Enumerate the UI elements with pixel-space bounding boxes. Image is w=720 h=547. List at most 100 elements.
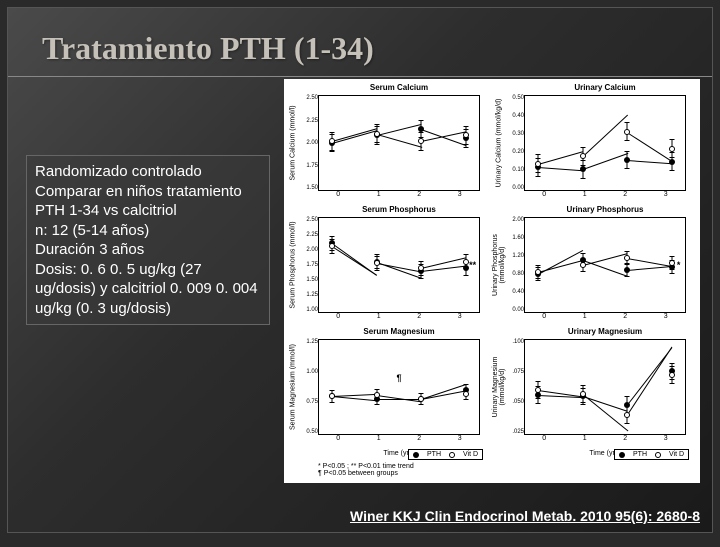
series-line — [627, 132, 672, 162]
x-axis-ticks: 0123 — [524, 313, 686, 325]
content-row: Randomizado controlado Comparar en niños… — [8, 77, 712, 532]
panel-title: Urinary Phosphorus — [520, 205, 690, 214]
data-point — [329, 138, 335, 144]
data-point — [580, 153, 586, 159]
y-axis-label: Urinary Phosphorus (mmol/kg/d) — [492, 220, 506, 310]
slide-title: Tratamiento PTH (1-34) — [42, 30, 712, 67]
data-point — [329, 393, 335, 399]
series-line — [538, 167, 583, 171]
data-point — [374, 131, 380, 137]
x-axis-ticks: 0123 — [318, 435, 480, 447]
plot-area: ¶ — [318, 339, 480, 435]
chart-panel: Urinary Calcium Urinary Calcium (mmol/kg/… — [494, 83, 696, 203]
y-axis-ticks: 1.251.000.750.50 — [304, 339, 318, 435]
panel-title: Urinary Magnesium — [520, 327, 690, 336]
y-axis-ticks: 2.502.252.001.751.50 — [304, 95, 318, 191]
data-point — [624, 129, 630, 135]
data-point — [580, 391, 586, 397]
legend-label: Vit D — [669, 451, 684, 458]
legend-marker-closed — [619, 452, 625, 458]
description-box: Randomizado controlado Comparar en niños… — [26, 155, 270, 325]
y-axis-ticks: 2.001.601.200.800.400.00 — [510, 217, 524, 313]
plot-area: ** — [318, 217, 480, 313]
series-line — [582, 253, 627, 266]
series-line — [582, 115, 627, 157]
panel-title: Urinary Calcium — [520, 83, 690, 92]
slide: Tratamiento PTH (1-34) Randomizado contr… — [7, 7, 713, 533]
plot-area — [524, 339, 686, 435]
title-bar: Tratamiento PTH (1-34) — [8, 8, 712, 77]
legend-label: PTH — [427, 451, 441, 458]
series-line — [627, 347, 673, 416]
data-point — [669, 146, 675, 152]
chart-panel: Urinary Magnesium Urinary Magnesium (mmol… — [494, 327, 696, 447]
series-line — [627, 160, 672, 164]
data-point — [624, 157, 630, 163]
charts-footer: PTH Vit D PTH Vit D * P<0.05 ; ** P<0.01 tim… — [288, 449, 696, 479]
series-line — [376, 124, 421, 136]
data-point — [463, 132, 469, 138]
plot-area — [318, 95, 480, 191]
data-point — [624, 267, 630, 273]
data-point — [535, 269, 541, 275]
x-axis-ticks: 0123 — [318, 191, 480, 203]
y-axis-ticks: 2.502.252.001.751.501.251.00 — [304, 217, 318, 313]
series-line — [538, 250, 583, 275]
y-axis-label: Urinary Calcium (mmol/kg/d) — [496, 98, 503, 188]
panel-title: Serum Phosphorus — [314, 205, 484, 214]
chart-panel: Serum Magnesium Serum Magnesium (mmol/l) 1… — [288, 327, 490, 447]
y-axis-label: Serum Magnesium (mmol/l) — [290, 342, 297, 432]
y-axis-label: Serum Calcium (mmol/l) — [290, 98, 297, 188]
y-axis-ticks: 0.500.400.300.200.100.00 — [510, 95, 524, 191]
series-line — [376, 134, 421, 148]
series-line — [421, 129, 466, 146]
series-line — [332, 128, 377, 142]
series-line — [627, 258, 672, 267]
footnote-text: * P<0.05 ; ** P<0.01 time trend¶ P<0.05 … — [318, 463, 414, 477]
data-point — [463, 391, 469, 397]
x-axis-ticks: 0123 — [524, 191, 686, 203]
chart-panel: Urinary Phosphorus Urinary Phosphorus (mm… — [494, 205, 696, 325]
series-line — [332, 396, 377, 401]
legend-label: Vit D — [463, 451, 478, 458]
legend-marker-open — [449, 452, 455, 458]
data-point — [624, 412, 630, 418]
data-point — [374, 260, 380, 266]
significance-mark: ** — [469, 260, 476, 270]
data-point — [669, 159, 675, 165]
data-point — [374, 392, 380, 398]
data-point — [624, 255, 630, 261]
series-line — [582, 153, 627, 170]
legend-left: PTH Vit D — [408, 449, 483, 460]
data-point — [418, 396, 424, 402]
panel-title: Serum Calcium — [314, 83, 484, 92]
data-point — [418, 265, 424, 271]
y-axis-label: Serum Phosphorus (mmol/l) — [290, 220, 297, 310]
legend-label: PTH — [633, 451, 647, 458]
legend-right: PTH Vit D — [614, 449, 689, 460]
legend-marker-closed — [413, 452, 419, 458]
data-point — [418, 138, 424, 144]
chart-panel: Serum Calcium Serum Calcium (mmol/l) 2.502… — [288, 83, 490, 203]
y-axis-label: Urinary Magnesium (mmol/kg/d) — [492, 342, 506, 432]
data-point — [669, 372, 675, 378]
series-line — [627, 266, 672, 271]
data-point — [580, 262, 586, 268]
significance-mark: * — [677, 260, 681, 270]
chart-panel: Serum Phosphorus Serum Phosphorus (mmol/l… — [288, 205, 490, 325]
panel-title: Serum Magnesium — [314, 327, 484, 336]
citation: Winer KKJ Clin Endocrinol Metab. 2010 95… — [350, 508, 700, 524]
data-point — [535, 161, 541, 167]
series-line — [332, 246, 377, 276]
legend-marker-open — [655, 452, 661, 458]
charts-panel: Serum Calcium Serum Calcium (mmol/l) 2.502… — [284, 79, 700, 483]
series-line — [332, 130, 377, 144]
data-point — [329, 243, 335, 249]
plot-area — [524, 95, 686, 191]
x-axis-ticks: 0123 — [524, 435, 686, 447]
plot-area: * — [524, 217, 686, 313]
data-point — [580, 166, 586, 172]
x-axis-ticks: 0123 — [318, 313, 480, 325]
significance-mark: ¶ — [396, 373, 401, 383]
y-axis-ticks: .100.075.050.025 — [510, 339, 524, 435]
